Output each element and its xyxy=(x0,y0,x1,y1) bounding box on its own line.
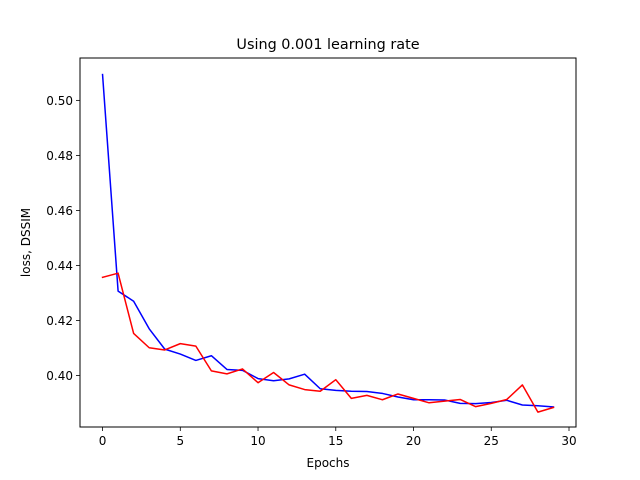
series-layer xyxy=(101,73,555,413)
y-axis: 0.40 0.42 0.44 0.46 0.48 0.50 xyxy=(46,94,80,383)
x-tick-label: 15 xyxy=(328,434,343,448)
chart-title: Using 0.001 learning rate xyxy=(236,37,419,53)
x-axis: 0 5 10 15 20 25 30 xyxy=(99,427,577,448)
series-line-1 xyxy=(101,73,555,408)
y-axis-label: loss, DSSIM xyxy=(19,208,33,277)
y-tick-label: 0.42 xyxy=(46,314,73,328)
y-tick-label: 0.40 xyxy=(46,369,73,383)
x-tick-label: 5 xyxy=(176,434,184,448)
y-tick-label: 0.50 xyxy=(46,94,73,108)
x-tick-label: 25 xyxy=(484,434,499,448)
x-tick-label: 20 xyxy=(406,434,421,448)
y-tick-label: 0.48 xyxy=(46,149,73,163)
y-tick-label: 0.46 xyxy=(46,204,73,218)
series-line-2 xyxy=(101,272,555,413)
x-axis-label: Epochs xyxy=(307,456,350,470)
x-tick-label: 30 xyxy=(561,434,576,448)
y-tick-label: 0.44 xyxy=(46,259,73,273)
x-tick-label: 0 xyxy=(99,434,107,448)
plot-frame xyxy=(79,57,577,428)
x-tick-label: 10 xyxy=(250,434,265,448)
